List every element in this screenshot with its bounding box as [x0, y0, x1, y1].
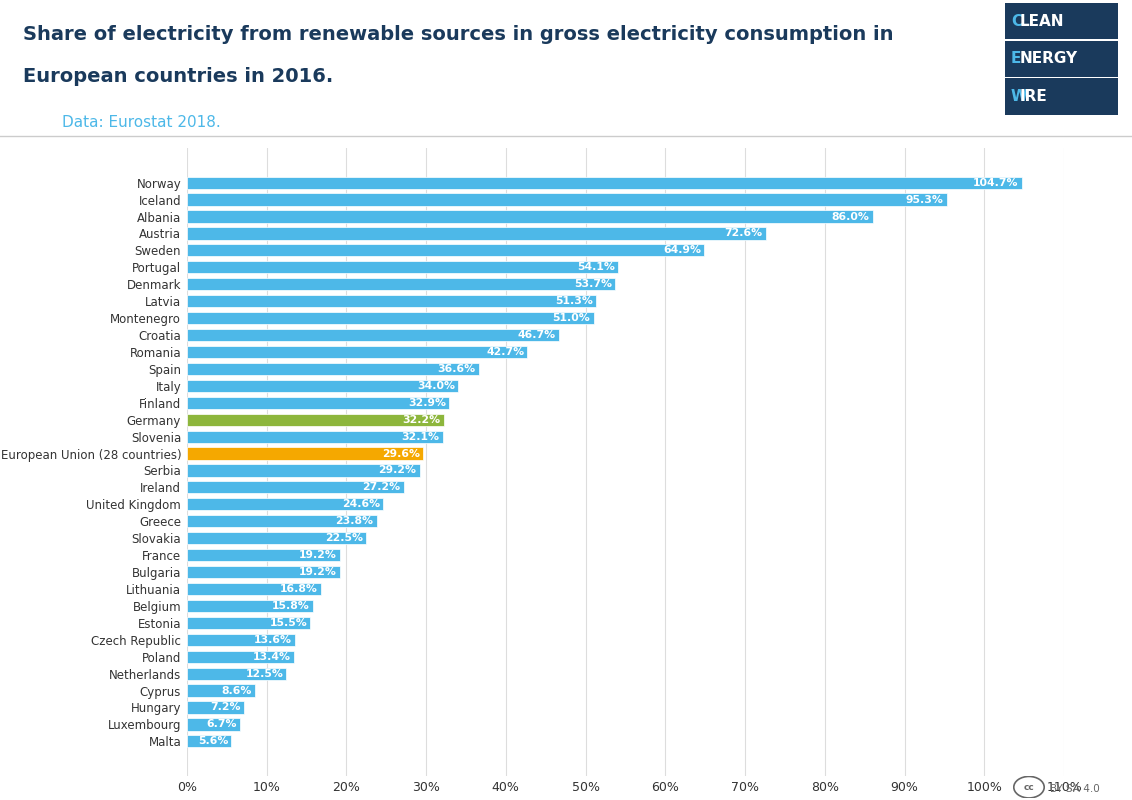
Text: Data: Eurostat 2018.: Data: Eurostat 2018.	[62, 114, 221, 130]
Text: 15.8%: 15.8%	[272, 601, 310, 611]
Text: IRE: IRE	[1020, 89, 1048, 104]
Bar	[187, 210, 873, 222]
Bar	[187, 464, 420, 477]
Bar	[187, 650, 293, 663]
Bar	[187, 295, 595, 307]
Bar	[187, 346, 528, 358]
Text: 23.8%: 23.8%	[335, 516, 374, 526]
Bar	[187, 685, 256, 697]
Text: E: E	[1011, 51, 1021, 66]
Text: 46.7%: 46.7%	[518, 330, 556, 340]
Text: 8.6%: 8.6%	[222, 686, 252, 695]
Text: 19.2%: 19.2%	[299, 550, 336, 560]
Bar	[187, 617, 310, 629]
Bar	[187, 566, 340, 578]
Text: 42.7%: 42.7%	[486, 347, 524, 357]
Bar	[187, 583, 320, 595]
Text: 34.0%: 34.0%	[417, 381, 455, 391]
FancyBboxPatch shape	[1005, 41, 1118, 77]
Bar	[187, 177, 1022, 189]
Text: 29.6%: 29.6%	[381, 449, 420, 458]
Bar	[187, 549, 340, 562]
Bar	[187, 362, 479, 375]
Bar	[187, 600, 312, 612]
Bar	[187, 515, 377, 527]
Bar	[187, 482, 404, 494]
Bar	[187, 735, 231, 747]
Text: 104.7%: 104.7%	[974, 178, 1019, 188]
Text: 32.2%: 32.2%	[402, 414, 440, 425]
Text: 64.9%: 64.9%	[663, 246, 701, 255]
FancyBboxPatch shape	[1005, 2, 1118, 39]
Text: 95.3%: 95.3%	[906, 194, 944, 205]
Bar	[187, 312, 593, 324]
Text: 72.6%: 72.6%	[724, 229, 763, 238]
Text: 12.5%: 12.5%	[246, 669, 283, 678]
Text: Share of electricity from renewable sources in gross electricity consumption in: Share of electricity from renewable sour…	[23, 26, 893, 44]
Text: 86.0%: 86.0%	[832, 211, 869, 222]
Text: 16.8%: 16.8%	[280, 584, 318, 594]
Text: European countries in 2016.: European countries in 2016.	[23, 67, 333, 86]
Text: 7.2%: 7.2%	[211, 702, 241, 713]
Bar	[187, 227, 765, 239]
FancyBboxPatch shape	[1005, 78, 1118, 114]
Text: W: W	[1011, 89, 1028, 104]
Text: 53.7%: 53.7%	[574, 279, 612, 290]
Text: 36.6%: 36.6%	[437, 364, 475, 374]
Bar	[187, 430, 443, 442]
Bar	[187, 447, 423, 460]
Bar	[187, 329, 559, 341]
Text: 22.5%: 22.5%	[325, 533, 363, 543]
Bar	[187, 667, 286, 680]
Text: 51.3%: 51.3%	[555, 296, 593, 306]
Bar	[187, 414, 444, 426]
Text: 54.1%: 54.1%	[577, 262, 615, 272]
Text: C: C	[1011, 14, 1022, 29]
Text: 24.6%: 24.6%	[342, 499, 380, 510]
Text: NERGY: NERGY	[1020, 51, 1078, 66]
Text: 5.6%: 5.6%	[198, 736, 229, 746]
Text: 51.0%: 51.0%	[552, 313, 591, 323]
Bar	[187, 194, 946, 206]
Text: 13.6%: 13.6%	[254, 634, 292, 645]
Text: 19.2%: 19.2%	[299, 567, 336, 577]
Bar	[187, 634, 295, 646]
Text: 32.1%: 32.1%	[402, 432, 439, 442]
Text: 6.7%: 6.7%	[206, 719, 237, 730]
Text: cc: cc	[1023, 782, 1035, 792]
Bar	[187, 397, 449, 409]
Text: 32.9%: 32.9%	[408, 398, 446, 408]
Text: 29.2%: 29.2%	[378, 466, 417, 475]
Bar	[187, 261, 618, 274]
Text: BY SA 4.0: BY SA 4.0	[1050, 784, 1100, 794]
Text: LEAN: LEAN	[1020, 14, 1064, 29]
Bar	[187, 702, 245, 714]
Bar	[187, 718, 240, 730]
Bar	[187, 380, 458, 392]
Text: 13.4%: 13.4%	[252, 652, 291, 662]
Text: 27.2%: 27.2%	[362, 482, 401, 492]
Bar	[187, 532, 367, 544]
Text: 15.5%: 15.5%	[269, 618, 307, 628]
Bar	[187, 244, 704, 257]
Bar	[187, 278, 615, 290]
Bar	[187, 498, 383, 510]
